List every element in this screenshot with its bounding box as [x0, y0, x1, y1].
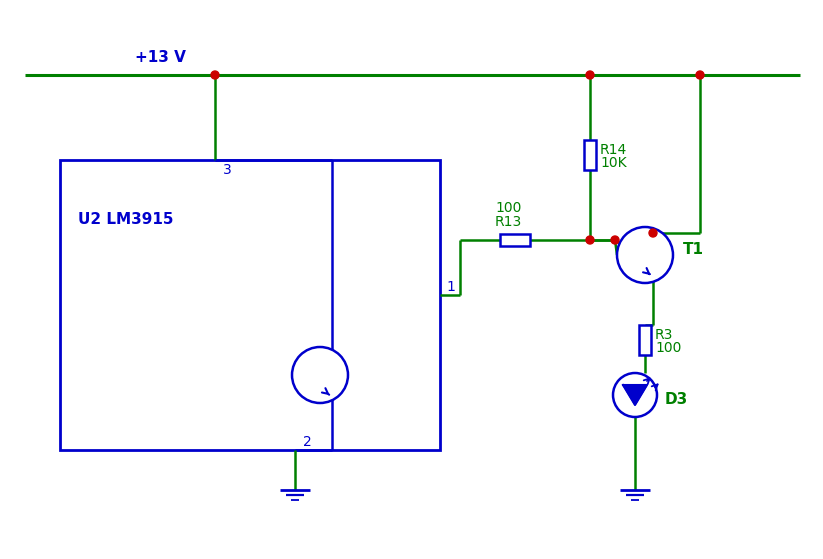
Bar: [500, 234, 530, 246]
Text: 1: 1: [446, 280, 455, 294]
Circle shape: [617, 227, 673, 283]
Circle shape: [586, 71, 594, 79]
Circle shape: [696, 71, 704, 79]
Text: 10K: 10K: [600, 156, 626, 170]
Bar: [60, 160, 440, 450]
Polygon shape: [623, 385, 647, 405]
Circle shape: [211, 71, 219, 79]
Text: +13 V: +13 V: [135, 50, 186, 65]
Text: R13: R13: [495, 215, 523, 229]
Circle shape: [292, 347, 348, 403]
Bar: [584, 140, 596, 170]
Text: 3: 3: [223, 163, 232, 177]
Bar: [639, 325, 651, 355]
Text: U2 LM3915: U2 LM3915: [78, 212, 174, 228]
Text: R14: R14: [600, 143, 627, 157]
Text: R3: R3: [655, 328, 673, 342]
Text: 2: 2: [303, 435, 312, 449]
Circle shape: [649, 229, 657, 237]
Circle shape: [586, 236, 594, 244]
Circle shape: [613, 373, 657, 417]
Text: T1: T1: [683, 243, 704, 258]
Text: 100: 100: [655, 341, 681, 355]
Circle shape: [611, 236, 619, 244]
Text: 100: 100: [495, 201, 522, 215]
Text: D3: D3: [665, 392, 688, 408]
